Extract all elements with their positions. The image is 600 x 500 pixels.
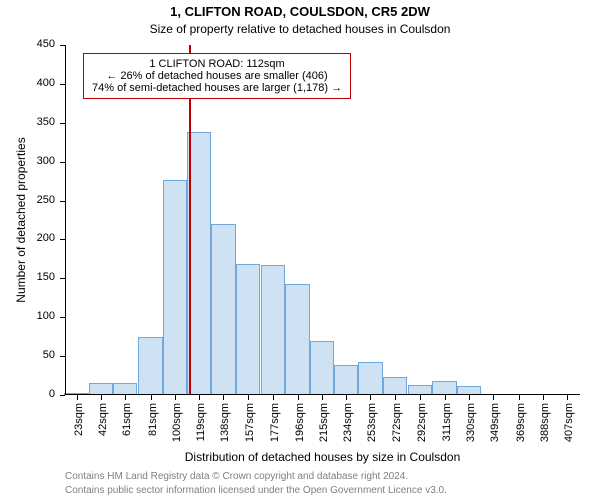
x-tick-mark <box>223 395 224 400</box>
x-tick-label: 330sqm <box>465 403 477 442</box>
x-tick-mark <box>199 395 200 400</box>
x-tick-label: 138sqm <box>219 403 231 442</box>
histogram-bar <box>334 365 358 395</box>
x-tick-label: 157sqm <box>244 403 256 442</box>
histogram-bar <box>432 381 456 395</box>
x-tick-label: 215sqm <box>318 403 330 442</box>
x-tick-label: 272sqm <box>391 403 403 442</box>
x-axis-label: Distribution of detached houses by size … <box>65 450 580 464</box>
x-tick-label: 119sqm <box>195 403 207 441</box>
x-tick-label: 349sqm <box>489 403 501 442</box>
y-tick-mark <box>60 239 65 240</box>
x-tick-mark <box>567 395 568 400</box>
x-tick-label: 23sqm <box>73 403 85 436</box>
x-tick-mark <box>101 395 102 400</box>
x-tick-mark <box>370 395 371 400</box>
x-tick-label: 292sqm <box>416 403 428 442</box>
y-tick-mark <box>60 356 65 357</box>
x-tick-mark <box>175 395 176 400</box>
histogram-bar <box>211 224 235 395</box>
x-tick-mark <box>77 395 78 400</box>
x-tick-mark <box>248 395 249 400</box>
x-tick-mark <box>469 395 470 400</box>
x-tick-mark <box>543 395 544 400</box>
x-tick-mark <box>445 395 446 400</box>
y-tick-mark <box>60 317 65 318</box>
x-tick-label: 196sqm <box>294 403 306 442</box>
x-tick-mark <box>519 395 520 400</box>
x-tick-mark <box>322 395 323 400</box>
histogram-bar <box>163 180 187 395</box>
page-title-description: Size of property relative to detached ho… <box>0 22 600 36</box>
x-tick-mark <box>493 395 494 400</box>
x-tick-label: 311sqm <box>441 403 453 441</box>
y-tick-mark <box>60 395 65 396</box>
info-box-line2: ← 26% of detached houses are smaller (40… <box>92 70 342 82</box>
page-title-address: 1, CLIFTON ROAD, COULSDON, CR5 2DW <box>0 4 600 19</box>
y-tick-mark <box>60 123 65 124</box>
x-tick-label: 369sqm <box>515 403 527 442</box>
x-tick-mark <box>151 395 152 400</box>
x-tick-label: 388sqm <box>539 403 551 442</box>
x-tick-label: 177sqm <box>269 403 281 442</box>
x-tick-label: 61sqm <box>121 403 133 436</box>
x-tick-mark <box>298 395 299 400</box>
y-tick-mark <box>60 201 65 202</box>
x-tick-label: 234sqm <box>342 403 354 442</box>
info-box: 1 CLIFTON ROAD: 112sqm ← 26% of detached… <box>83 53 351 99</box>
x-tick-mark <box>273 395 274 400</box>
y-axis-line <box>65 45 66 395</box>
y-tick-mark <box>60 84 65 85</box>
x-tick-label: 100sqm <box>171 403 183 442</box>
y-tick-mark <box>60 162 65 163</box>
histogram-bar <box>261 265 285 395</box>
info-box-line3: 74% of semi-detached houses are larger (… <box>92 82 342 94</box>
footer-line1: Contains HM Land Registry data © Crown c… <box>65 470 447 484</box>
x-tick-mark <box>346 395 347 400</box>
x-tick-label: 407sqm <box>563 403 575 442</box>
x-tick-label: 81sqm <box>147 403 159 436</box>
histogram-bar <box>358 362 382 395</box>
info-box-line1: 1 CLIFTON ROAD: 112sqm <box>92 58 342 70</box>
histogram-bar <box>138 337 162 395</box>
y-tick-mark <box>60 278 65 279</box>
x-tick-mark <box>395 395 396 400</box>
histogram-bar <box>310 341 334 395</box>
footer-line2: Contains public sector information licen… <box>65 484 447 498</box>
y-tick-mark <box>60 45 65 46</box>
x-tick-label: 253sqm <box>366 403 378 442</box>
attribution-footer: Contains HM Land Registry data © Crown c… <box>65 470 447 497</box>
x-tick-label: 42sqm <box>97 403 109 436</box>
y-axis-label: Number of detached properties <box>14 45 28 395</box>
histogram-bar <box>236 264 260 395</box>
histogram-bar <box>285 284 309 395</box>
histogram-bar <box>383 377 407 395</box>
x-tick-mark <box>125 395 126 400</box>
x-tick-mark <box>420 395 421 400</box>
